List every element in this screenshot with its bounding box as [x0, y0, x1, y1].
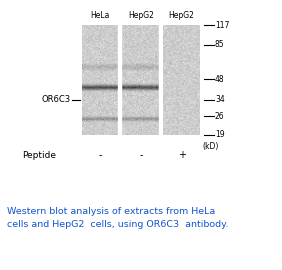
Text: 85: 85 — [215, 40, 224, 49]
Text: 117: 117 — [215, 21, 229, 30]
Bar — [159, 25, 161, 135]
Text: 19: 19 — [215, 130, 224, 140]
Text: OR6C3: OR6C3 — [42, 95, 71, 104]
Text: HepG2: HepG2 — [169, 11, 195, 20]
Text: 48: 48 — [215, 75, 224, 84]
Text: (kD): (kD) — [203, 142, 219, 151]
Text: +: + — [178, 150, 186, 160]
Text: 34: 34 — [215, 95, 225, 104]
Bar — [118, 25, 120, 135]
Text: Western blot analysis of extracts from HeLa
cells and HepG2  cells, using OR6C3 : Western blot analysis of extracts from H… — [7, 207, 228, 229]
Text: -: - — [139, 150, 143, 160]
Text: Peptide: Peptide — [22, 151, 56, 160]
Text: 26: 26 — [215, 112, 224, 121]
Text: HepG2: HepG2 — [128, 11, 154, 20]
Text: -: - — [98, 150, 102, 160]
Text: HeLa: HeLa — [90, 11, 110, 20]
